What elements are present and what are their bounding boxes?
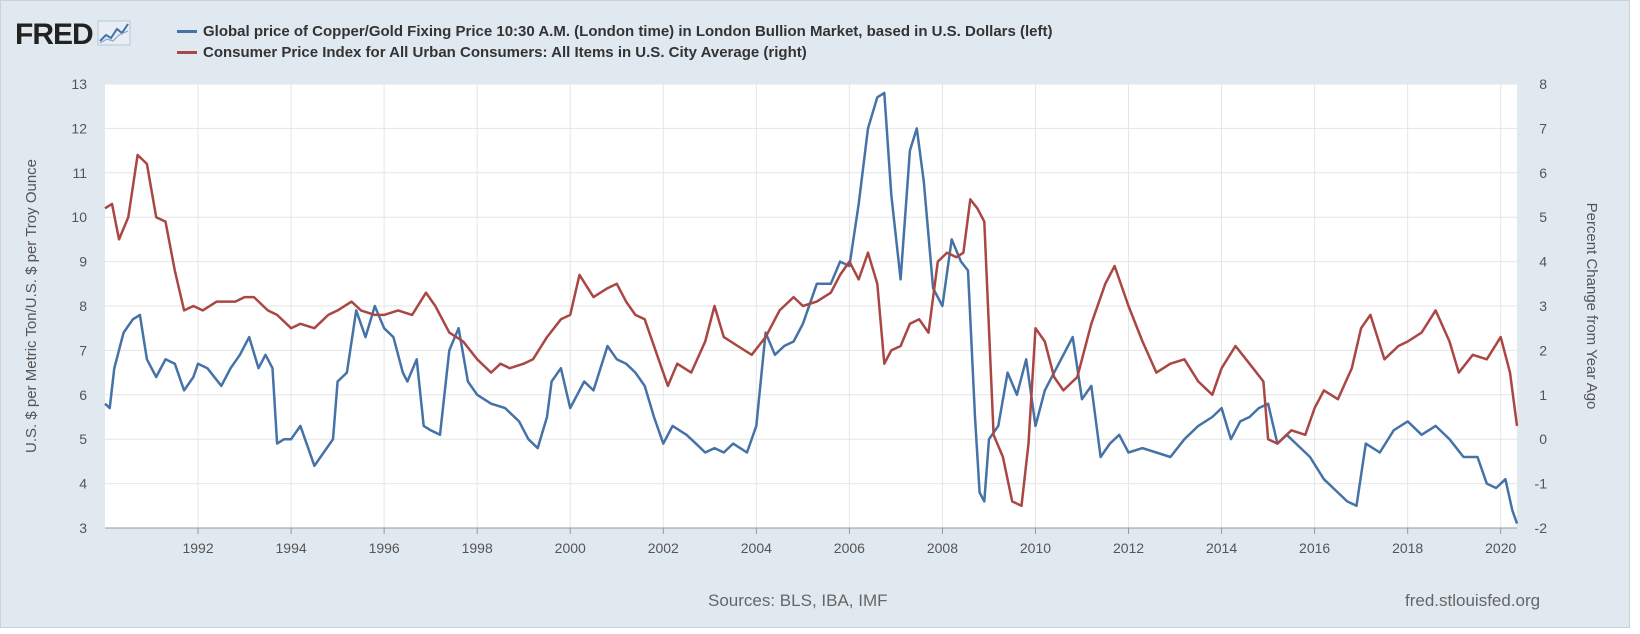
series-line-copper-gold — [104, 91, 1519, 525]
y-right-tick-label: -2 — [1535, 520, 1548, 536]
y-left-tick-label: 6 — [79, 387, 87, 403]
y-right-tick-label: 8 — [1539, 76, 1547, 92]
x-tick-label: 2014 — [1206, 540, 1237, 556]
y-left-tick-label: 7 — [79, 342, 87, 358]
footer-url-link[interactable]: fred.stlouisfed.org — [1405, 591, 1541, 610]
y-axis-left-label: U.S. $ per Metric Ton/U.S. $ per Troy Ou… — [23, 159, 40, 453]
fred-logo[interactable]: FRED — [15, 15, 131, 55]
y-left-tick-label: 13 — [71, 76, 87, 92]
y-left-tick-label: 5 — [79, 431, 87, 447]
y-left-tick-label: 10 — [71, 209, 87, 225]
x-tick-label: 2000 — [555, 540, 586, 556]
y-right-tick-label: 0 — [1539, 431, 1547, 447]
y-right-tick-label: -1 — [1535, 476, 1548, 492]
series-line-cpi — [104, 153, 1519, 508]
y-right-tick-label: 5 — [1539, 209, 1547, 225]
y-right-tick-label: 1 — [1539, 387, 1547, 403]
chart-trend-icon — [97, 20, 131, 51]
x-tick-label: 2012 — [1113, 540, 1144, 556]
line-chart: 1992 1994 1996 1998 2000 2002 2004 2006 2008 2010… — [23, 76, 1600, 556]
chart-legend: Global price of Copper/Gold Fixing Price… — [177, 21, 1053, 63]
x-tick-label: 2004 — [741, 540, 772, 556]
legend-swatch-copper-gold — [177, 30, 197, 33]
x-tick-label: 2006 — [834, 540, 865, 556]
x-tick-label: 2008 — [927, 540, 958, 556]
legend-item-cpi[interactable]: Consumer Price Index for All Urban Consu… — [177, 42, 1053, 63]
legend-label-cpi: Consumer Price Index for All Urban Consu… — [203, 44, 807, 61]
y-right-tick-label: 4 — [1539, 254, 1547, 270]
x-tick-label: 2010 — [1020, 540, 1051, 556]
x-tick-label: 2016 — [1299, 540, 1330, 556]
y-right-tick-label: 2 — [1539, 342, 1547, 358]
y-left-tick-label: 11 — [72, 165, 87, 181]
y-left-tick-label: 4 — [79, 476, 87, 492]
x-tick-label: 2018 — [1392, 540, 1423, 556]
x-tick-label: 1994 — [276, 540, 307, 556]
footer-sources: Sources: BLS, IBA, IMF — [708, 591, 888, 610]
y-right-tick-label: 7 — [1539, 120, 1547, 136]
y-right-tick-label: 3 — [1539, 298, 1547, 314]
y-left-tick-label: 9 — [79, 254, 87, 270]
x-tick-label: 1996 — [369, 540, 400, 556]
x-tick-label: 1998 — [462, 540, 493, 556]
x-tick-label: 2002 — [648, 540, 679, 556]
legend-swatch-cpi — [177, 51, 197, 54]
y-left-tick-label: 3 — [79, 520, 87, 536]
x-tick-label: 2020 — [1485, 540, 1516, 556]
x-tick-label: 1992 — [182, 540, 213, 556]
legend-label-copper-gold: Global price of Copper/Gold Fixing Price… — [203, 23, 1053, 40]
fred-logo-text: FRED — [15, 18, 94, 51]
y-axis-right-label: Percent Change from Year Ago — [1583, 203, 1600, 410]
y-right-tick-label: 6 — [1539, 165, 1547, 181]
legend-item-copper-gold[interactable]: Global price of Copper/Gold Fixing Price… — [177, 21, 1053, 42]
y-left-tick-label: 12 — [71, 120, 87, 136]
y-left-tick-label: 8 — [79, 298, 87, 314]
